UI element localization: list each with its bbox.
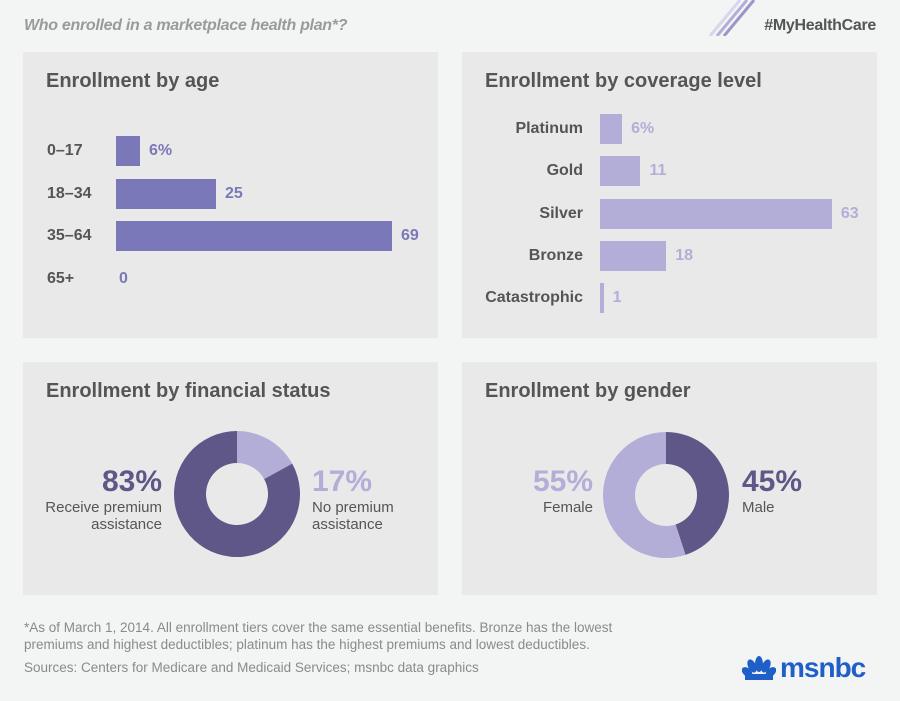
bar <box>116 178 216 209</box>
stripes-decoration <box>708 0 756 36</box>
hashtag: #MyHealthCare <box>764 17 876 34</box>
bar <box>600 156 641 187</box>
age-chart-title: Enrollment by age <box>46 70 220 92</box>
bar <box>600 283 604 314</box>
coverage-chart-title: Enrollment by coverage level <box>485 70 762 92</box>
value-label: 1 <box>612 289 622 307</box>
donut-slice <box>603 432 686 558</box>
donut-slice <box>666 432 729 555</box>
category-label: Platinum <box>515 120 583 137</box>
value-label: 11 <box>649 162 667 180</box>
footnote-line2: premiums and highest deductibles; platin… <box>24 637 590 652</box>
value-label: 6% <box>149 142 173 159</box>
peacock-icon <box>742 656 776 680</box>
category-label: 65+ <box>47 269 75 287</box>
financial-donut <box>174 431 300 557</box>
bar <box>116 221 392 251</box>
sources: Sources: Centers for Medicare and Medica… <box>24 660 479 675</box>
category-label: Bronze <box>528 246 583 264</box>
category-label: 0–17 <box>47 142 83 159</box>
coverage-panel: Enrollment by coverage level Platinum 6% G… <box>462 52 877 338</box>
donut-slice <box>174 431 300 557</box>
bar <box>600 114 623 144</box>
value-label: 18 <box>675 246 694 264</box>
financial-panel: Enrollment by financial status 83% Recei… <box>23 362 438 595</box>
category-label: Silver <box>539 204 583 222</box>
value-label: 63 <box>840 204 859 222</box>
gender-donut <box>603 432 729 558</box>
category-label: 18–34 <box>47 184 92 202</box>
value-label: 25 <box>225 184 243 202</box>
category-label: Catastrophic <box>485 289 583 307</box>
gender-panel: Enrollment by gender 55% Female 45% Male <box>462 362 877 595</box>
category-label: Gold <box>546 162 583 180</box>
no-assist-label-line1: No premium <box>312 499 394 516</box>
male-label: Male <box>742 499 775 516</box>
assist-label-line2: assistance <box>91 516 162 533</box>
value-label: 6% <box>631 120 655 137</box>
female-percent: 55% <box>532 465 593 498</box>
value-label: 0 <box>119 269 128 287</box>
female-label: Female <box>542 499 593 516</box>
no-assist-percent: 17% <box>312 465 373 498</box>
gender-chart-title: Enrollment by gender <box>485 380 691 402</box>
msnbc-logo: msnbc <box>742 652 866 684</box>
logo-text: msnbc <box>780 652 866 683</box>
assist-label: Receive premium assistance <box>45 499 162 533</box>
category-label: 35–64 <box>47 227 92 244</box>
bar <box>600 198 832 229</box>
value-label: 69 <box>401 227 419 244</box>
financial-chart-title: Enrollment by financial status <box>46 380 331 402</box>
age-panel: Enrollment by age 0–17 6% 18–34 25 35–64 69 65… <box>23 52 438 338</box>
assist-label-line1: Receive premium <box>45 499 162 516</box>
page-title: Who enrolled in a marketplace health pla… <box>24 17 348 34</box>
male-percent: 45% <box>742 465 803 498</box>
donut-slice <box>237 431 293 480</box>
bar <box>600 240 667 271</box>
footnote-line1: *As of March 1, 2014. All enrollment tie… <box>24 620 613 635</box>
assist-percent: 83% <box>101 465 162 498</box>
no-assist-label-line2: assistance <box>312 516 383 533</box>
no-assist-label: No premium assistance <box>312 499 394 533</box>
bar <box>116 136 140 166</box>
footnote: *As of March 1, 2014. All enrollment tie… <box>24 619 612 653</box>
